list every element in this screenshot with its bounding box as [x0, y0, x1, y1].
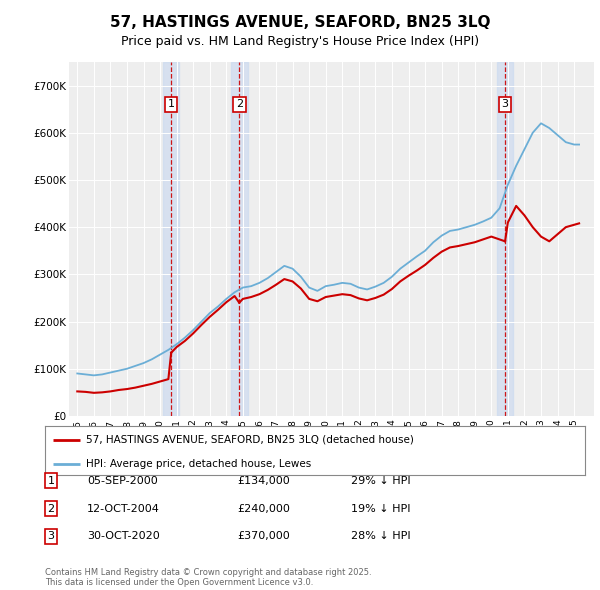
- Text: HPI: Average price, detached house, Lewes: HPI: Average price, detached house, Lewe…: [86, 459, 311, 469]
- Text: 3: 3: [47, 532, 55, 541]
- Text: Contains HM Land Registry data © Crown copyright and database right 2025.
This d: Contains HM Land Registry data © Crown c…: [45, 568, 371, 587]
- Text: 1: 1: [167, 100, 175, 109]
- Bar: [231, 62, 248, 416]
- Bar: [497, 62, 514, 416]
- Text: 57, HASTINGS AVENUE, SEAFORD, BN25 3LQ (detached house): 57, HASTINGS AVENUE, SEAFORD, BN25 3LQ (…: [86, 435, 413, 445]
- Text: 1: 1: [47, 476, 55, 486]
- Text: 2: 2: [236, 100, 243, 109]
- Text: £240,000: £240,000: [237, 504, 290, 513]
- Text: 19% ↓ HPI: 19% ↓ HPI: [351, 504, 410, 513]
- Text: 2: 2: [47, 504, 55, 513]
- Text: 29% ↓ HPI: 29% ↓ HPI: [351, 476, 410, 486]
- Text: 3: 3: [502, 100, 509, 109]
- Text: 05-SEP-2000: 05-SEP-2000: [87, 476, 158, 486]
- Text: £134,000: £134,000: [237, 476, 290, 486]
- Text: 12-OCT-2004: 12-OCT-2004: [87, 504, 160, 513]
- Text: Price paid vs. HM Land Registry's House Price Index (HPI): Price paid vs. HM Land Registry's House …: [121, 35, 479, 48]
- Bar: [163, 62, 179, 416]
- Text: 57, HASTINGS AVENUE, SEAFORD, BN25 3LQ: 57, HASTINGS AVENUE, SEAFORD, BN25 3LQ: [110, 15, 490, 30]
- Text: 28% ↓ HPI: 28% ↓ HPI: [351, 532, 410, 541]
- Text: 30-OCT-2020: 30-OCT-2020: [87, 532, 160, 541]
- Text: £370,000: £370,000: [237, 532, 290, 541]
